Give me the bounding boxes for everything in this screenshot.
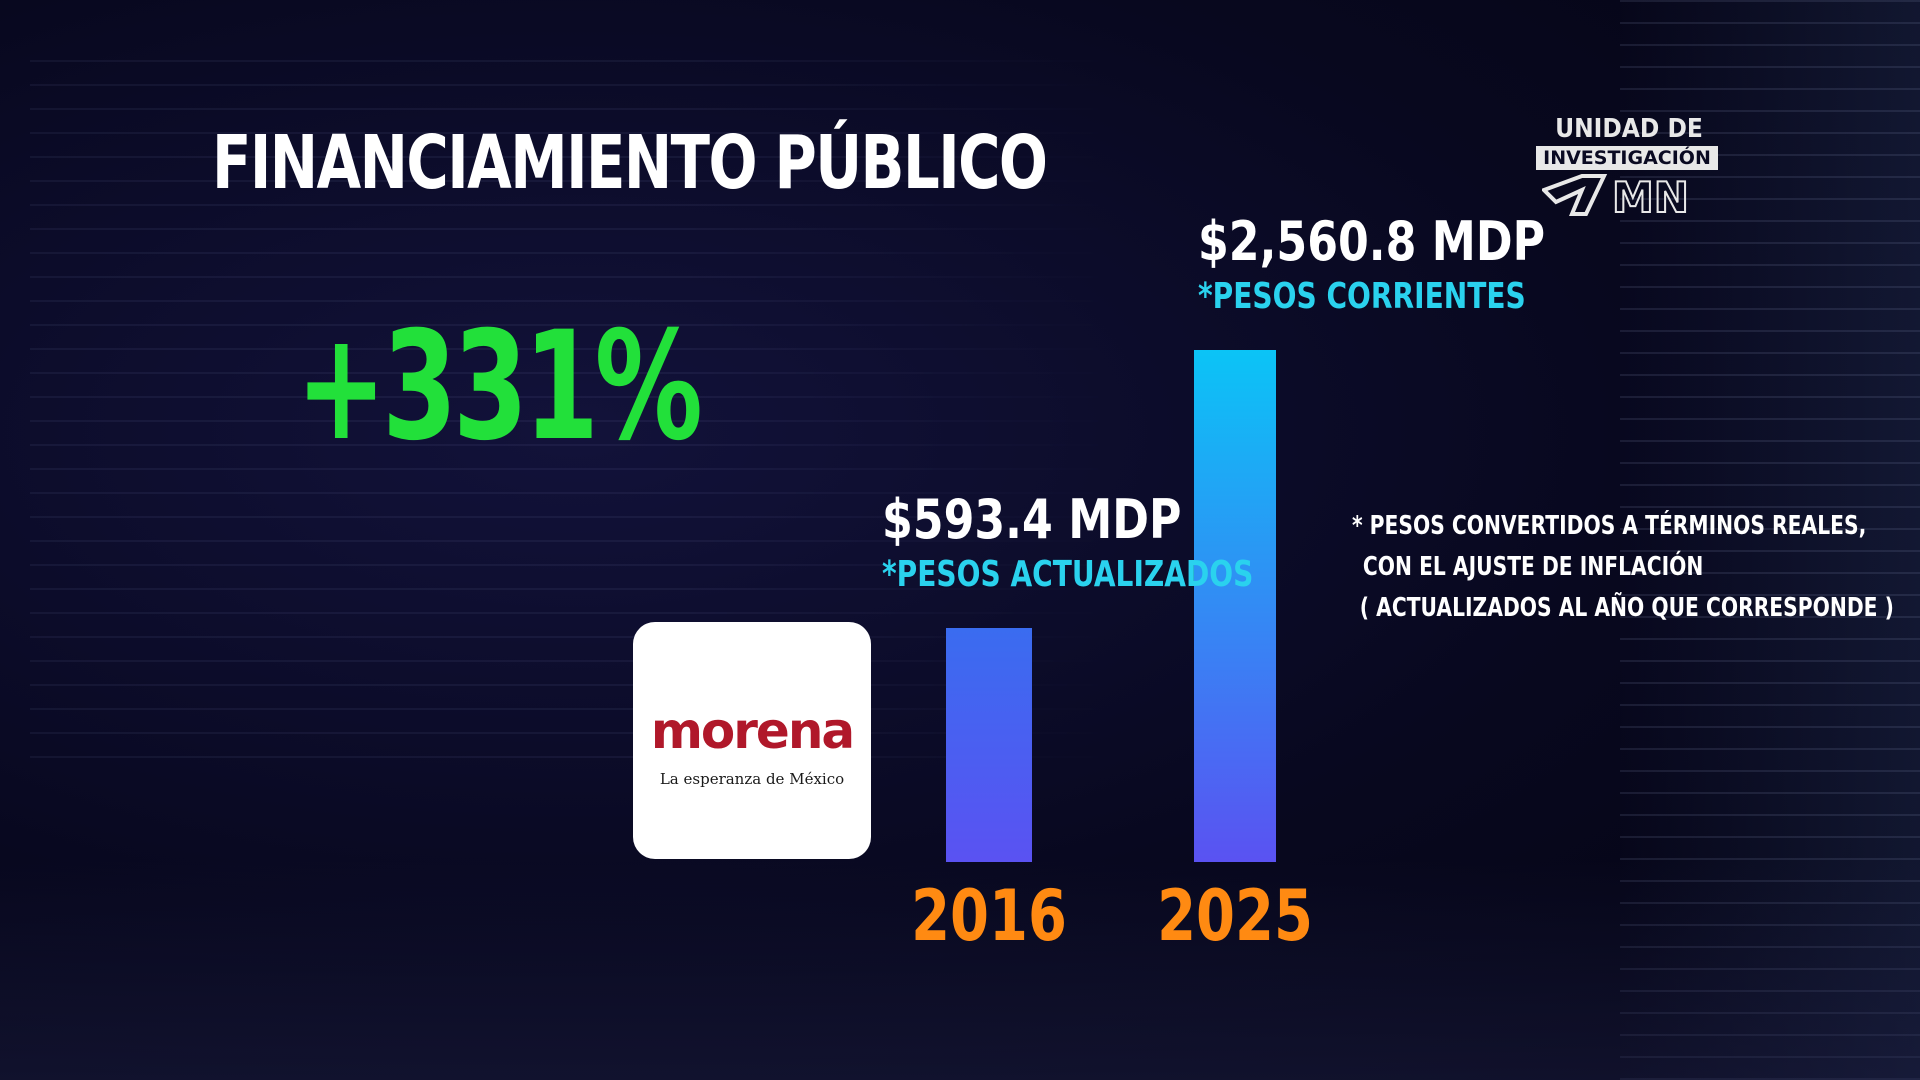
bar-2016: [946, 628, 1032, 862]
footnote-line-2: CON EL AJUSTE DE INFLACIÓN: [1362, 552, 1704, 582]
value-note-2025: *PESOS CORRIENTES: [1198, 275, 1526, 317]
footnote: * PESOS CONVERTIDOS A TÉRMINOS REALES, C…: [1352, 506, 1894, 629]
logo-line-2: INVESTIGACIÓN: [1536, 146, 1718, 170]
footnote-line-3: ( ACTUALIZADOS AL AÑO QUE CORRESPONDE ): [1359, 593, 1894, 623]
value-label-2016: $593.4 MDP: [882, 488, 1181, 551]
footnote-line-1: * PESOS CONVERTIDOS A TÉRMINOS REALES,: [1352, 511, 1867, 541]
background-data-panel: [1620, 0, 1920, 1080]
party-slogan: La esperanza de México: [659, 770, 845, 788]
background-bottom-glow: [0, 860, 1920, 1080]
logo-line-1: UNIDAD DE: [1555, 114, 1703, 144]
unidad-investigacion-logo: UNIDAD DE INVESTIGACIÓN MN: [1534, 114, 1724, 218]
value-label-2025: $2,560.8 MDP: [1198, 210, 1545, 273]
morena-logo-card: morena La esperanza de México: [633, 622, 871, 859]
percent-increase: +331%: [296, 300, 703, 474]
year-label-2016: 2016: [911, 875, 1067, 957]
slide-title: FINANCIAMIENTO PÚBLICO: [212, 120, 1048, 206]
party-name: morena: [650, 702, 855, 760]
value-note-2016: *PESOS ACTUALIZADOS: [882, 553, 1253, 595]
year-label-2025: 2025: [1157, 875, 1313, 957]
mn-logo-icon: MN: [1542, 172, 1690, 218]
logo-mark-text: MN: [1612, 173, 1689, 218]
bar-2025: [1194, 350, 1276, 862]
